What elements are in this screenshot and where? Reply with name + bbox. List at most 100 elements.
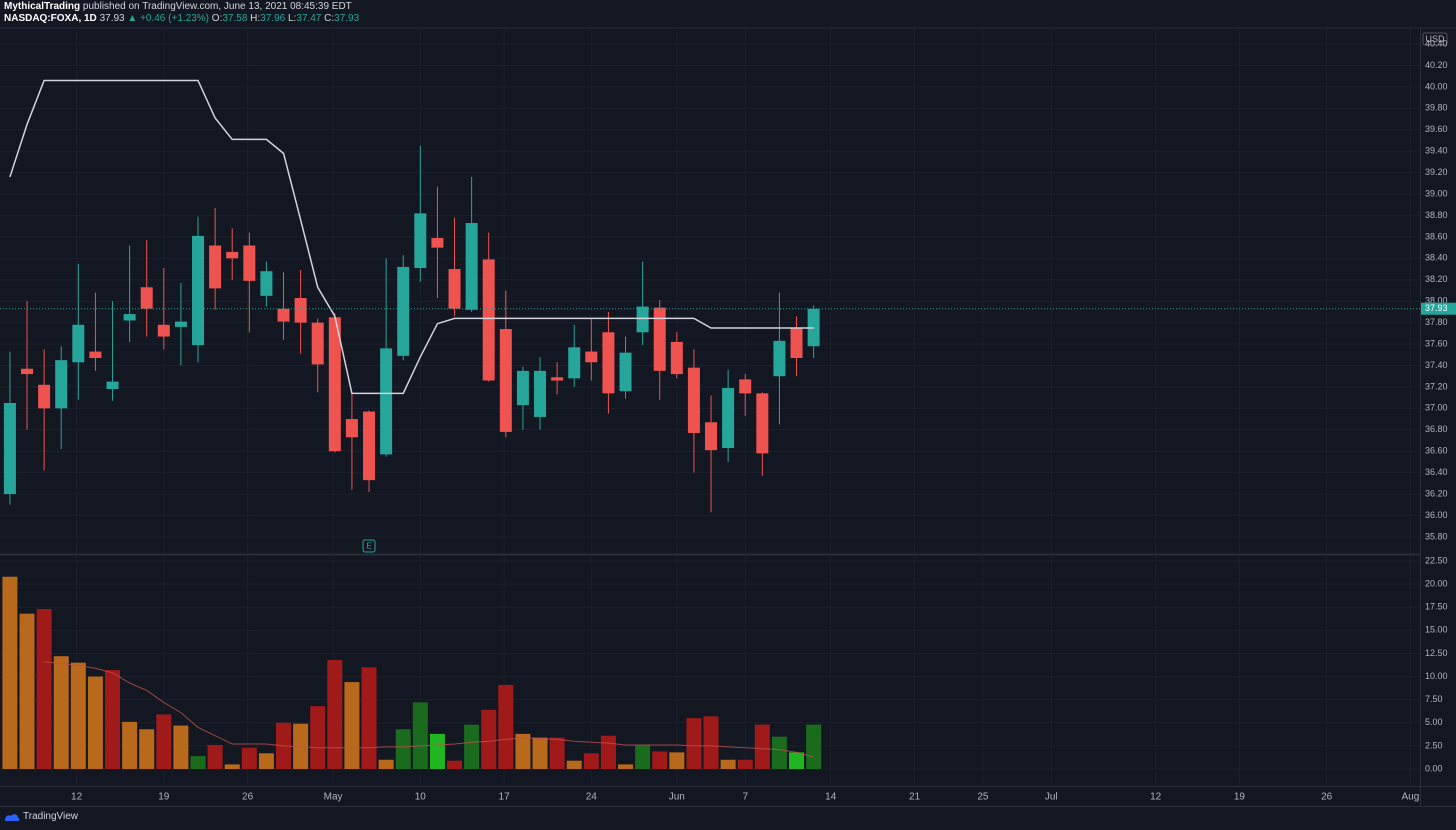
last-price-box <box>1421 302 1456 315</box>
x-tick-label: Jun <box>669 792 685 803</box>
candle-body <box>414 213 427 268</box>
candle-body <box>465 223 478 310</box>
y-tick-label: 20.00 <box>1425 578 1448 588</box>
candle-body <box>739 379 752 394</box>
candle-body <box>448 269 461 309</box>
candle-body <box>499 329 512 432</box>
envelope-line <box>9 79 814 395</box>
candle-body <box>260 271 273 296</box>
candle-body <box>363 411 376 481</box>
candle-body <box>619 352 632 392</box>
volume-bar <box>429 733 445 770</box>
y-tick-label: 37.00 <box>1425 403 1448 413</box>
candle-body <box>551 377 564 381</box>
volume-bar <box>190 756 206 770</box>
y-tick-label: 17.50 <box>1425 602 1448 612</box>
y-tick-label: 40.00 <box>1425 81 1448 91</box>
volume-bar <box>806 724 822 770</box>
y-tick-label: 37.80 <box>1425 317 1448 327</box>
x-tick-label: 12 <box>1150 792 1162 803</box>
y-tick-label: 22.50 <box>1425 555 1448 565</box>
volume-bar <box>156 714 172 770</box>
volume-bar <box>139 729 155 770</box>
x-tick-label: 12 <box>71 792 83 803</box>
candle-body <box>773 340 786 377</box>
high: 37.96 <box>260 13 286 24</box>
header: MythicalTrading published on TradingView… <box>4 1 359 25</box>
x-tick-label: 19 <box>158 792 170 803</box>
candle-body <box>294 298 307 323</box>
y-tick-label: 39.40 <box>1425 146 1448 156</box>
candle-body <box>21 368 34 375</box>
x-tick-label: 26 <box>242 792 254 803</box>
candle-body <box>3 403 16 495</box>
candle-body <box>722 388 735 448</box>
candle-body <box>89 351 102 358</box>
volume-bar <box>310 706 326 770</box>
candle-body <box>397 266 410 356</box>
y-tick-label: 5.00 <box>1425 717 1443 727</box>
footer-brand[interactable]: TradingView <box>23 811 79 822</box>
y-tick-label: 40.20 <box>1425 60 1448 70</box>
y-tick-label: 36.20 <box>1425 488 1448 498</box>
candle-body <box>243 245 256 281</box>
candle-body <box>705 422 718 451</box>
volume-bar <box>122 721 138 770</box>
volume-bar <box>105 670 121 770</box>
y-tick-label: 38.60 <box>1425 231 1448 241</box>
h-label: H: <box>250 13 261 24</box>
volume-bar <box>549 737 565 770</box>
volume-bar <box>600 735 616 770</box>
c-label: C: <box>324 13 335 24</box>
x-tick-label: 25 <box>977 792 989 803</box>
y-tick-label: 37.20 <box>1425 381 1448 391</box>
volume-bar <box>87 676 103 770</box>
y-tick-label: 2.50 <box>1425 740 1443 750</box>
currency-box <box>1422 32 1448 46</box>
y-tick-label: 38.20 <box>1425 274 1448 284</box>
candle-body <box>431 238 444 248</box>
candle-body <box>123 314 136 321</box>
candle-body <box>790 328 803 358</box>
y-tick-label: 35.80 <box>1425 531 1448 541</box>
y-tick-label: 40.40 <box>1425 38 1448 48</box>
volume-bar <box>652 751 668 770</box>
y-tick-label: 37.60 <box>1425 338 1448 348</box>
logo-icon <box>5 813 20 821</box>
volume-bar <box>36 609 52 770</box>
volume-bar <box>173 725 189 770</box>
y-tick-label: 36.60 <box>1425 446 1448 456</box>
volume-bar <box>378 759 394 770</box>
volume-bar <box>532 737 548 770</box>
candle-body <box>345 419 358 438</box>
volume-bar <box>207 744 223 770</box>
volume-bar <box>789 752 805 770</box>
volume-bar <box>361 667 377 770</box>
publisher: MythicalTrading <box>4 1 81 12</box>
x-tick-label: 21 <box>909 792 921 803</box>
y-tick-label: 0.00 <box>1425 763 1443 773</box>
y-tick-label: 37.40 <box>1425 360 1448 370</box>
volume-bar <box>53 656 69 770</box>
y-tick-label: 12.50 <box>1425 648 1448 658</box>
volume-bar <box>566 760 582 770</box>
earnings-marker <box>362 539 376 553</box>
volume-bar <box>498 684 514 770</box>
candle-body <box>277 308 290 322</box>
volume-bar <box>464 724 480 770</box>
volume-bar <box>412 702 428 770</box>
candle-body <box>670 341 683 375</box>
y-tick-label: 36.80 <box>1425 424 1448 434</box>
y-tick-label: 36.40 <box>1425 467 1448 477</box>
volume-bar <box>737 759 753 770</box>
volume-bar <box>19 613 35 770</box>
volume-bar <box>720 759 736 770</box>
x-tick-label: 7 <box>742 792 748 803</box>
volume-bar <box>344 682 360 770</box>
volume-bar <box>669 752 685 770</box>
candle-body <box>38 384 51 409</box>
candle-body <box>687 367 700 433</box>
y-tick-label: 39.20 <box>1425 167 1448 177</box>
